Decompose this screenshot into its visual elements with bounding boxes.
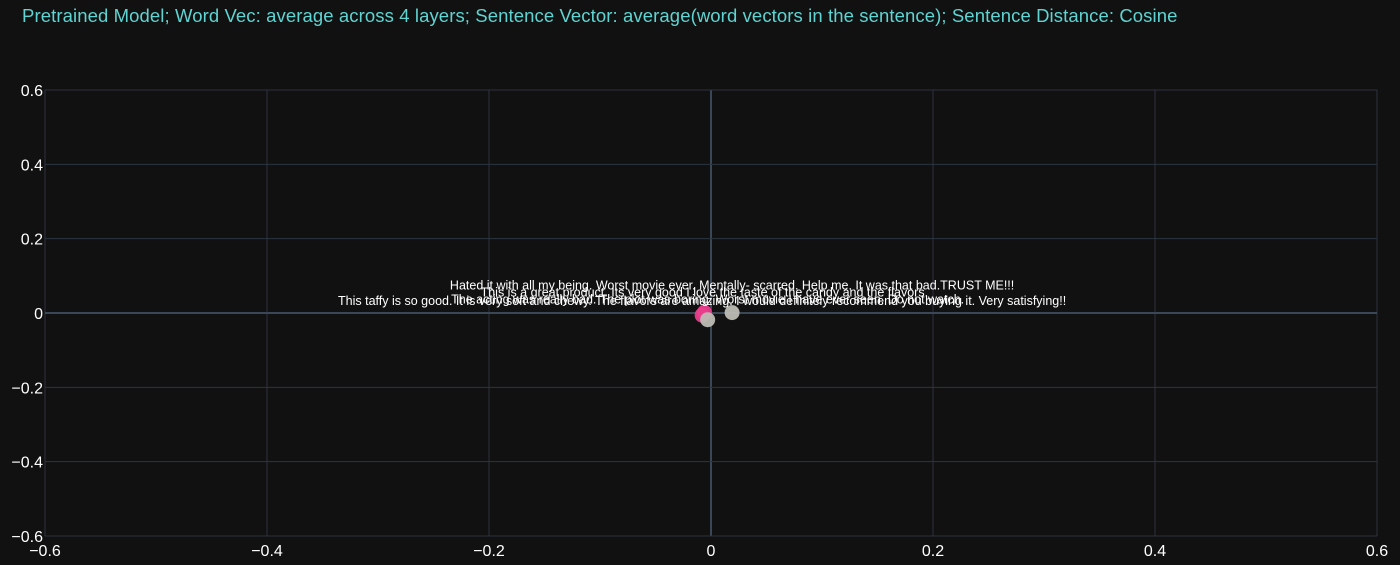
- x-tick-label: 0: [707, 543, 716, 560]
- y-tick-label: −0.6: [11, 529, 43, 546]
- y-tick-label: −0.2: [11, 380, 43, 397]
- chart-title: Pretrained Model; Word Vec: average acro…: [22, 5, 1178, 26]
- point-label: This taffy is so good. It is very soft a…: [338, 294, 1066, 308]
- x-tick-label: 0.2: [922, 543, 944, 560]
- x-tick-label: −0.4: [251, 543, 283, 560]
- data-point[interactable]: [724, 305, 740, 321]
- x-tick-label: 0.4: [1144, 543, 1166, 560]
- y-tick-label: 0.2: [21, 232, 43, 249]
- point-label: The acting was really bad. The plot was …: [451, 293, 964, 307]
- data-point[interactable]: [700, 312, 716, 328]
- point-label: This is a great product. Its very good I…: [481, 285, 928, 299]
- x-tick-label: −0.2: [473, 543, 505, 560]
- x-tick-label: 0.6: [1366, 543, 1388, 560]
- y-tick-label: 0: [34, 306, 43, 323]
- y-tick-label: 0.6: [21, 83, 43, 100]
- point-labels: This taffy is so good. It is very soft a…: [338, 279, 1066, 309]
- y-tick-label: 0.4: [21, 157, 43, 174]
- x-tick-label: −0.6: [29, 543, 61, 560]
- point-label: Hated it with all my being. Worst movie …: [450, 279, 1014, 293]
- y-tick-label: −0.4: [11, 455, 43, 472]
- data-points[interactable]: [694, 304, 740, 328]
- axis-tick-labels: −0.6 −0.4 −0.2 0 0.2 0.4 0.6 −0.6 −0.4 −0.2 0 0.2 0.…: [11, 83, 1388, 560]
